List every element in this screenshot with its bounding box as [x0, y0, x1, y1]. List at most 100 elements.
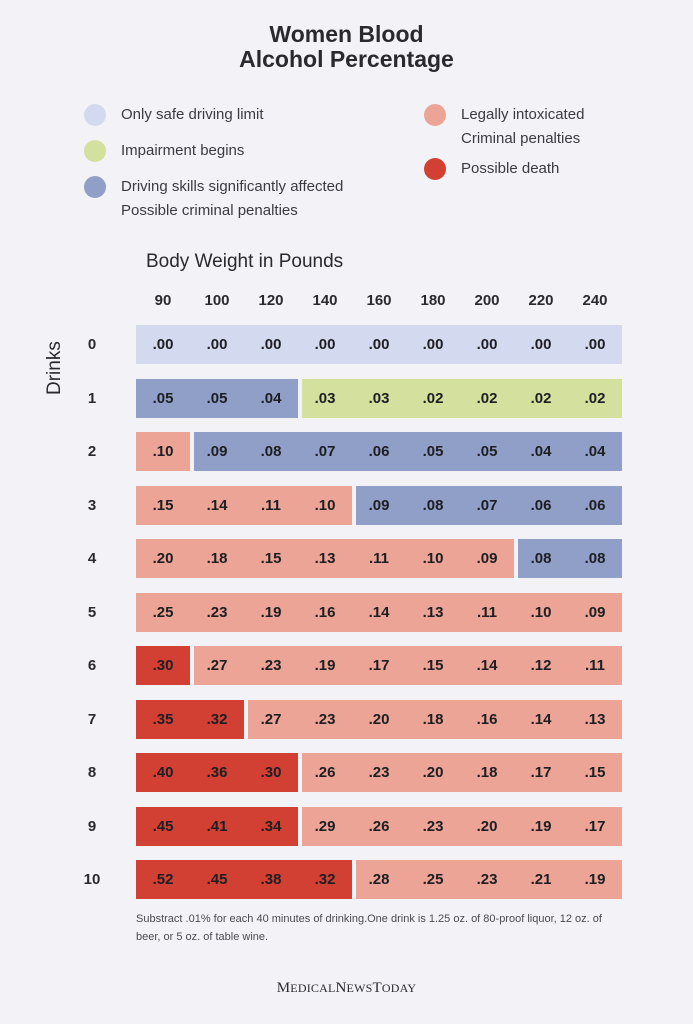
bac-value-cell: .19: [584, 871, 606, 888]
bac-value-cell: .15: [422, 657, 444, 674]
legend-item-intox: Legally intoxicated Criminal penalties: [424, 104, 584, 151]
title-line-1: Women Blood: [269, 21, 424, 47]
band-intox: [356, 860, 622, 899]
bac-value-cell: .20: [476, 817, 498, 835]
bac-value-cell: .00: [260, 336, 282, 353]
bac-value-cell: .30: [152, 657, 174, 674]
bac-value-cell: .06: [584, 496, 606, 514]
row-header: 9: [87, 817, 97, 835]
bac-value-cell: .32: [206, 710, 228, 728]
bac-value-cell: .11: [368, 550, 390, 567]
bac-value-cell: .06: [368, 443, 390, 460]
legend-label-impair: Impairment begins: [121, 139, 244, 163]
bac-value-cell: .27: [206, 657, 228, 674]
row-header: 10: [83, 871, 101, 888]
bac-value-cell: .30: [260, 764, 282, 781]
column-header: 90: [154, 292, 172, 309]
bac-value-cell: .23: [314, 710, 336, 728]
row-header: 1: [87, 389, 97, 407]
bac-value-cell: .14: [368, 603, 390, 621]
bac-value-cell: .00: [530, 336, 552, 353]
bac-value-cell: .20: [422, 764, 444, 781]
bac-value-cell: .09: [584, 603, 606, 621]
bac-value-cell: .05: [206, 389, 228, 407]
bac-value-cell: .13: [422, 603, 444, 621]
legend-swatch-safe: [84, 104, 106, 126]
bac-value-cell: .10: [422, 550, 444, 567]
column-header: 100: [204, 292, 230, 309]
column-header: 120: [258, 292, 284, 309]
legend-label-line: Possible death: [461, 160, 560, 177]
legend-swatch-impair: [84, 140, 106, 162]
bac-value-cell: .19: [530, 817, 552, 835]
bac-value-cell: .12: [530, 657, 552, 674]
bac-value-cell: .32: [314, 871, 336, 888]
bac-value-cell: .25: [152, 603, 174, 621]
bac-value-cell: .11: [584, 657, 606, 674]
bac-value-cell: .04: [584, 443, 606, 460]
legend-item-death: Possible death: [424, 158, 559, 181]
row-header: 5: [87, 603, 97, 621]
bac-value-cell: .14: [206, 496, 228, 514]
band-death: [136, 699, 244, 739]
bac-value-cell: .20: [152, 550, 174, 567]
bac-value-cell: .25: [422, 871, 444, 888]
legend-swatch-death: [424, 158, 446, 180]
bac-value-cell: .13: [584, 710, 606, 728]
bac-value-cell: .14: [476, 657, 498, 674]
band-death: [136, 753, 298, 792]
bac-value-cell: .45: [152, 817, 174, 835]
bac-value-cell: .05: [476, 443, 498, 460]
bac-value-cell: .03: [314, 389, 336, 407]
bac-value-cell: .08: [530, 550, 552, 567]
bac-value-cell: .23: [476, 871, 498, 888]
band-intox: [136, 485, 352, 525]
bac-value-cell: .17: [584, 817, 606, 835]
bac-value-cell: .13: [314, 550, 336, 567]
band-skills: [356, 485, 622, 525]
band-intox: [302, 753, 622, 792]
bac-value-cell: .11: [260, 496, 282, 514]
bac-value-cell: .52: [152, 871, 174, 888]
band-intox: [302, 806, 622, 846]
legend-label-line: Driving skills significantly affected: [121, 178, 344, 195]
bac-value-cell: .16: [314, 603, 336, 621]
bac-value-cell: .08: [584, 550, 606, 567]
band-skills: [518, 539, 622, 578]
bac-value-cell: .21: [530, 871, 552, 888]
bac-value-cell: .18: [476, 764, 498, 781]
band-death: [136, 860, 352, 899]
legend-swatch-skills: [84, 176, 106, 198]
band-intox: [248, 699, 622, 739]
bac-value-cell: .26: [314, 764, 336, 781]
column-header: 140: [312, 292, 338, 309]
bac-value-cell: .36: [206, 764, 228, 781]
bac-value-cell: .19: [314, 657, 336, 674]
bac-value-cell: .04: [260, 389, 282, 407]
bac-value-cell: .15: [260, 550, 282, 567]
legend-label-safe: Only safe driving limit: [121, 103, 264, 127]
legend-label-line: Legally intoxicated: [461, 106, 585, 123]
bac-value-cell: .19: [260, 603, 282, 621]
bac-value-cell: .00: [314, 336, 336, 353]
bac-value-cell: .00: [422, 336, 444, 353]
column-header: 240: [582, 292, 608, 309]
column-header: 220: [528, 292, 554, 309]
bac-value-cell: .00: [152, 336, 174, 353]
bac-value-cell: .11: [476, 603, 498, 621]
bac-value-cell: .18: [206, 550, 228, 567]
row-header: 7: [87, 710, 97, 728]
bac-value-cell: .40: [152, 764, 174, 781]
bac-value-cell: .09: [368, 496, 390, 514]
bac-value-cell: .15: [584, 764, 606, 781]
bac-value-cell: .02: [530, 389, 552, 407]
bac-value-cell: .05: [152, 389, 174, 407]
bac-value-cell: .04: [530, 443, 552, 460]
row-header: 3: [87, 496, 97, 514]
bac-value-cell: .45: [206, 871, 228, 888]
bac-value-cell: .23: [422, 817, 444, 835]
row-header: 8: [87, 764, 97, 781]
legend-item-safe: Only safe driving limit: [84, 104, 264, 127]
bac-value-cell: .14: [530, 710, 552, 728]
band-death: [136, 806, 298, 846]
